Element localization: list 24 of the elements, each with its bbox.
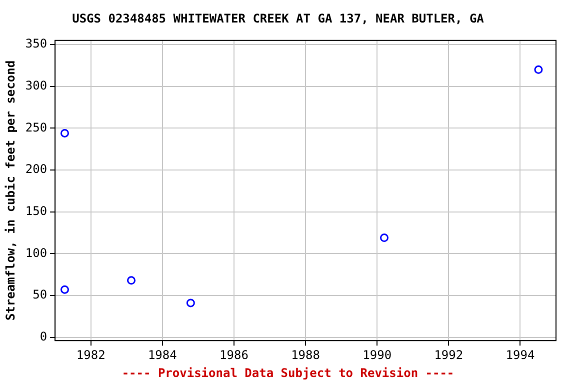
x-tick-label: 1986 (220, 348, 248, 362)
point (380, 233, 389, 242)
y-tick-label: 350 (25, 36, 48, 51)
point (534, 65, 543, 74)
y-axis-title: Streamflow, in cubic feet per second (3, 60, 18, 321)
point (60, 285, 69, 294)
x-tick-label: 1992 (434, 348, 464, 362)
y-tick-label: 100 (25, 246, 48, 260)
x-tick-label: 1982 (76, 348, 106, 362)
chart-title: USGS 02348485 WHITEWATER CREEK AT GA 137, NEAR BUTLER, GA (72, 11, 485, 26)
point (127, 276, 136, 285)
x-tick-label: 1988 (291, 348, 320, 362)
y-tick-label: 300 (25, 78, 48, 93)
y-tick-label: 200 (25, 162, 48, 176)
x-tick-label: 1990 (362, 348, 392, 362)
x-tick-label: 1984 (148, 348, 177, 362)
y-tick-label: 50 (32, 288, 48, 302)
point (186, 298, 195, 308)
y-tick-label: 0 (40, 329, 48, 344)
point (60, 128, 69, 138)
y-tick-label: 250 (25, 120, 48, 134)
x-tick-label: 1994 (506, 348, 535, 362)
text: ---- Provisional Data Subject to Revision ---- (120, 366, 456, 380)
y-tick-label: 150 (25, 204, 48, 218)
